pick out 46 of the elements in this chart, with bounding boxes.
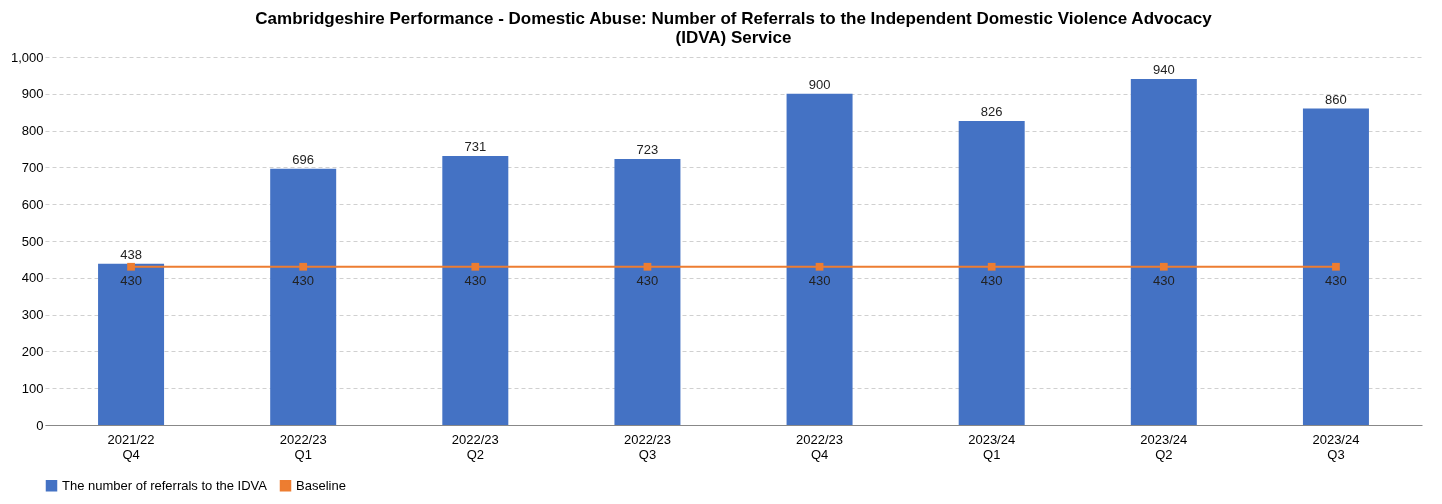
y-tick-label: 900 bbox=[21, 86, 44, 102]
data-label: 438 bbox=[120, 246, 142, 262]
data-label: 430 bbox=[1152, 272, 1175, 288]
bar bbox=[1302, 108, 1369, 425]
bar bbox=[1130, 79, 1197, 425]
x-tick-label: 2021/22 Q4 bbox=[107, 431, 155, 462]
bar bbox=[958, 121, 1025, 425]
bar bbox=[614, 158, 681, 425]
data-label: 430 bbox=[120, 272, 142, 288]
data-label: 696 bbox=[292, 151, 315, 167]
data-label: 430 bbox=[980, 272, 1003, 288]
x-tick-label: 2022/23 Q3 bbox=[623, 431, 671, 462]
y-tick-label: 700 bbox=[21, 159, 44, 175]
bar bbox=[786, 93, 853, 425]
x-tick-label: 2022/23 Q4 bbox=[796, 431, 844, 462]
legend-label: Baseline bbox=[296, 477, 346, 493]
y-tick-label: 200 bbox=[21, 343, 44, 359]
data-label: 731 bbox=[464, 138, 487, 154]
bar bbox=[98, 263, 165, 425]
y-tick-label: 400 bbox=[21, 270, 44, 286]
chart-title: Cambridgeshire Performance - Domestic Abuse: Number of Referrals to the Independent Domestic Violence Advocacy (IDVA) Service bbox=[255, 9, 1213, 47]
y-tick-label: 600 bbox=[21, 196, 44, 212]
y-tick-label: 0 bbox=[36, 417, 44, 433]
y-tick-label: 100 bbox=[21, 380, 44, 396]
bar bbox=[270, 168, 337, 425]
x-tick-label: 2023/24 Q2 bbox=[1140, 431, 1188, 462]
x-tick-label: 2022/23 Q1 bbox=[279, 431, 327, 462]
y-tick-label: 800 bbox=[21, 123, 44, 139]
data-label: 430 bbox=[808, 272, 831, 288]
data-label: 826 bbox=[980, 104, 1003, 120]
x-tick-label: 2022/23 Q2 bbox=[451, 431, 499, 462]
data-label: 430 bbox=[1325, 272, 1347, 288]
data-label: 940 bbox=[1152, 62, 1175, 78]
data-label: 723 bbox=[636, 141, 659, 157]
data-label: 860 bbox=[1325, 91, 1347, 107]
y-tick-label: 300 bbox=[21, 307, 44, 323]
x-tick-label: 2023/24 Q3 bbox=[1312, 431, 1360, 462]
legend-label: The number of referrals to the IDVA bbox=[62, 477, 268, 493]
data-label: 430 bbox=[292, 272, 315, 288]
y-tick-label: 1,000 bbox=[10, 49, 44, 65]
data-label: 430 bbox=[464, 272, 487, 288]
bar bbox=[442, 155, 509, 425]
data-label: 430 bbox=[636, 272, 659, 288]
x-tick-label: 2023/24 Q1 bbox=[968, 431, 1016, 462]
y-tick-label: 500 bbox=[21, 233, 44, 249]
data-label: 900 bbox=[808, 76, 831, 92]
